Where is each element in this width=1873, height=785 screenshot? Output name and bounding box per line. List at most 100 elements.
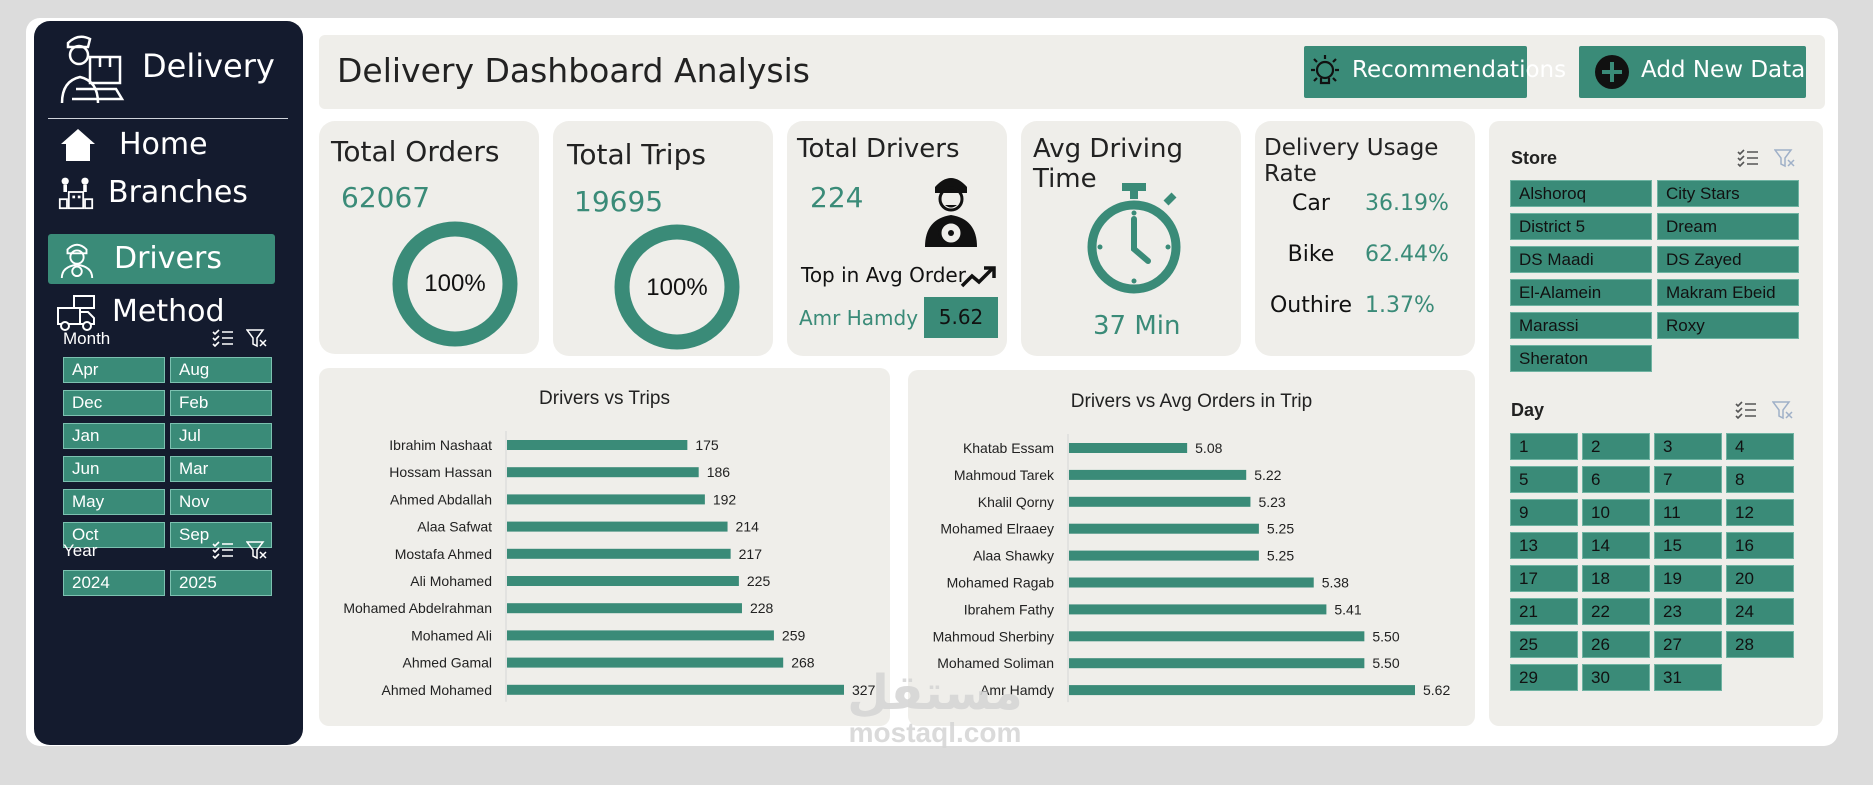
store-option[interactable]: Marassi [1510,312,1652,339]
month-option[interactable]: Jul [170,423,272,449]
kpi-title-delivery-usage-rate: Delivery Usage Rate [1264,135,1439,187]
day-option[interactable]: 3 [1654,433,1722,460]
usage-value: 62.44% [1365,242,1449,267]
bar [1069,550,1259,561]
bar [507,494,705,505]
nav-label-home: Home [119,127,208,162]
year-slicer-select-all[interactable] [212,540,234,565]
month-option[interactable]: Jan [63,423,165,449]
day-option[interactable]: 8 [1726,466,1794,493]
store-option[interactable]: Sheraton [1510,345,1652,372]
store-option[interactable]: City Stars [1657,180,1799,207]
day-option[interactable]: 19 [1654,565,1722,592]
day-option[interactable]: 27 [1654,631,1722,658]
month-option[interactable]: Mar [170,456,272,482]
day-option[interactable]: 16 [1726,532,1794,559]
day-option[interactable]: 29 [1510,664,1578,691]
day-option[interactable]: 1 [1510,433,1578,460]
usage-label: Outhire [1269,293,1353,318]
nav-item-branches[interactable]: Branches [48,168,275,218]
day-option[interactable]: 18 [1582,565,1650,592]
store-slicer-clear-filter[interactable] [1773,148,1796,173]
nav-item-home[interactable]: Home [48,120,275,170]
store-option[interactable]: Makram Ebeid [1657,279,1799,306]
day-option[interactable]: 9 [1510,499,1578,526]
day-option[interactable]: 4 [1726,433,1794,460]
store-slicer-select-all[interactable] [1737,148,1759,173]
store-option[interactable]: DS Maadi [1510,246,1652,273]
day-option[interactable]: 28 [1726,631,1794,658]
tick-label: Mohamed Soliman [937,655,1054,671]
day-option[interactable]: 31 [1654,664,1722,691]
day-option[interactable]: 21 [1510,598,1578,625]
day-option[interactable]: 2 [1582,433,1650,460]
day-option[interactable]: 15 [1654,532,1722,559]
add-new-data-button[interactable]: Add New Data [1579,46,1806,98]
year-option[interactable]: 2025 [170,570,272,596]
top-driver-value: 5.62 [924,297,998,338]
day-option[interactable]: 22 [1582,598,1650,625]
day-option[interactable]: 26 [1582,631,1650,658]
ring-label-total-orders: 100% [424,270,486,297]
nav-label-method: Method [112,294,225,329]
day-option[interactable]: 13 [1510,532,1578,559]
month-slicer-select-all[interactable] [212,328,234,353]
bar [507,440,688,450]
month-option[interactable]: Oct [63,522,165,548]
month-option[interactable]: Sep [170,522,272,548]
tick-label: Khatab Essam [963,440,1054,456]
data-label: 214 [736,519,760,535]
day-option[interactable]: 20 [1726,565,1794,592]
add-circle-icon [1595,55,1629,89]
day-option[interactable]: 25 [1510,631,1578,658]
year-option[interactable]: 2024 [63,570,165,596]
day-option[interactable]: 23 [1654,598,1722,625]
day-option[interactable]: 10 [1582,499,1650,526]
store-option[interactable]: DS Zayed [1657,246,1799,273]
day-option[interactable]: 24 [1726,598,1794,625]
day-slicer-select-all[interactable] [1735,400,1757,425]
kpi-title-avg-driving-time: Avg Driving Time [1033,134,1183,194]
kpi-title-total-trips: Total Trips [567,138,706,171]
month-option[interactable]: Apr [63,357,165,383]
tick-label: Khalil Qorny [978,494,1054,510]
nav-item-drivers[interactable]: Drivers [48,234,275,284]
month-option[interactable]: Jun [63,456,165,482]
month-option[interactable]: Nov [170,489,272,515]
tick-label: Alaa Safwat [417,519,492,535]
store-option[interactable]: District 5 [1510,213,1652,240]
kpi-card-total-orders: Total Orders 62067 100% [319,121,539,354]
recommendations-button[interactable]: Recommendations [1304,46,1566,98]
day-option[interactable]: 7 [1654,466,1722,493]
year-slicer-title: Year [63,541,98,560]
month-option[interactable]: Dec [63,390,165,416]
delivery-truck-icon [57,295,95,331]
store-option[interactable]: Alshoroq [1510,180,1652,207]
ring-label-total-trips: 100% [646,274,708,301]
brand-title: Delivery [142,47,275,85]
day-slicer-title: Day [1511,400,1545,420]
header-bar: Delivery Dashboard Analysis Recommendati… [319,35,1825,109]
day-option[interactable]: 11 [1654,499,1722,526]
watermark-arabic: مستقل [847,665,1023,721]
day-option[interactable]: 5 [1510,466,1578,493]
month-option[interactable]: May [63,489,165,515]
month-option[interactable]: Feb [170,390,272,416]
year-slicer-clear-filter[interactable] [245,540,268,565]
tick-label: Ali Mohamed [410,573,492,589]
brand-divider [48,118,288,119]
top-driver-name: Amr Hamdy [799,306,919,330]
store-option[interactable]: Dream [1657,213,1799,240]
tick-label: Mohamed Elraaey [940,521,1054,537]
day-option[interactable]: 12 [1726,499,1794,526]
store-option[interactable]: Roxy [1657,312,1799,339]
store-option[interactable]: El-Alamein [1510,279,1652,306]
day-option[interactable]: 14 [1582,532,1650,559]
day-slicer-clear-filter[interactable] [1771,400,1794,425]
day-option[interactable]: 6 [1582,466,1650,493]
month-option[interactable]: Aug [170,357,272,383]
day-option[interactable]: 30 [1582,664,1650,691]
day-option[interactable]: 17 [1510,565,1578,592]
nav-item-method[interactable]: Method [48,287,275,337]
month-slicer-clear-filter[interactable] [245,328,268,353]
